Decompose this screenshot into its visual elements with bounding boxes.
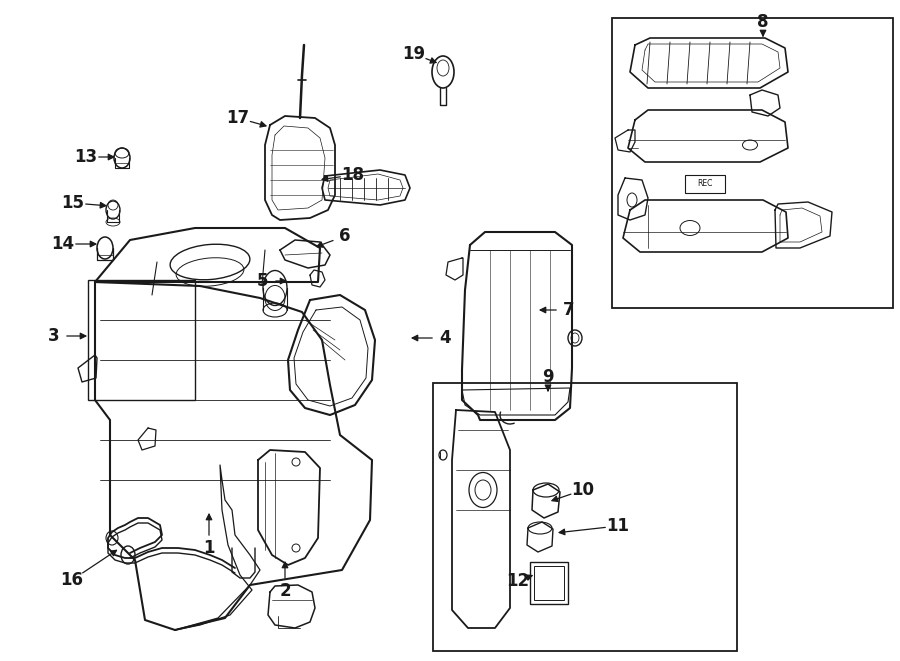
Text: 8: 8 <box>757 13 769 31</box>
Text: 11: 11 <box>607 517 629 535</box>
Text: 1: 1 <box>203 539 215 557</box>
Text: 15: 15 <box>61 194 85 212</box>
Bar <box>612 18 893 308</box>
Text: 4: 4 <box>439 329 451 347</box>
Bar <box>685 175 725 193</box>
Text: 14: 14 <box>51 235 75 253</box>
Text: 10: 10 <box>572 481 595 499</box>
Bar <box>534 566 564 600</box>
Text: 19: 19 <box>402 45 426 63</box>
Bar <box>530 562 568 604</box>
Text: 16: 16 <box>60 571 84 589</box>
Text: 12: 12 <box>507 572 529 590</box>
Text: 18: 18 <box>341 166 365 184</box>
Bar <box>88 280 195 400</box>
Text: 7: 7 <box>563 301 575 319</box>
Text: REC: REC <box>698 180 713 188</box>
Text: 6: 6 <box>339 227 351 245</box>
Text: 2: 2 <box>279 582 291 600</box>
Text: 9: 9 <box>542 368 554 386</box>
Bar <box>433 383 737 651</box>
Text: 5: 5 <box>257 272 269 290</box>
Text: 3: 3 <box>49 327 59 345</box>
Text: 17: 17 <box>227 109 249 127</box>
Text: 13: 13 <box>75 148 97 166</box>
